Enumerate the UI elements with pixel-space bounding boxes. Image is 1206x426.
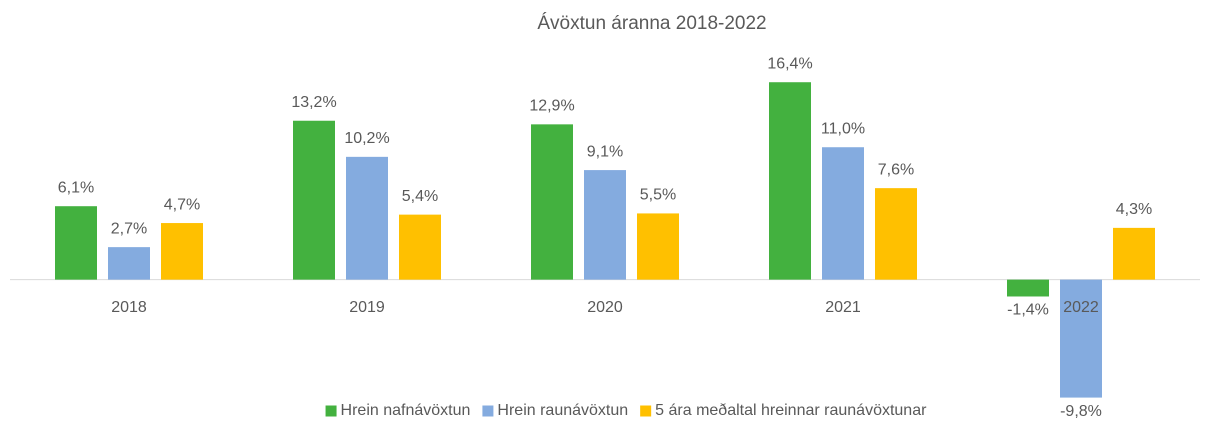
data-label: -1,4%: [1007, 302, 1049, 319]
data-label: 4,3%: [1116, 201, 1152, 218]
bar: [875, 188, 917, 280]
bar: [531, 124, 573, 280]
data-label: 13,2%: [291, 94, 336, 111]
data-label: 12,9%: [529, 98, 574, 115]
bar: [293, 120, 335, 280]
legend-swatch: [325, 405, 337, 417]
bar: [108, 247, 150, 280]
data-label: 7,6%: [878, 161, 914, 178]
legend-label: 5 ára meðaltal hreinnar raunávöxtunar: [655, 402, 927, 419]
bar: [584, 170, 626, 280]
data-label: 4,7%: [164, 196, 200, 213]
legend-label: Hrein nafnávöxtun: [341, 402, 471, 419]
bar: [637, 213, 679, 280]
x-tick-label: 2021: [825, 299, 861, 316]
bar: [346, 156, 388, 280]
bar: [769, 82, 811, 280]
legend-swatch: [482, 405, 494, 417]
data-label: 5,4%: [402, 188, 438, 205]
chart-title: Ávöxtun áranna 2018-2022: [537, 13, 766, 34]
data-label: 5,5%: [640, 187, 676, 204]
data-label: 6,1%: [58, 179, 94, 196]
legend-swatch: [640, 405, 652, 417]
bar: [1113, 227, 1155, 280]
data-label: 10,2%: [344, 130, 389, 147]
x-tick-label: 2022: [1063, 299, 1099, 316]
data-label: -9,8%: [1060, 403, 1102, 420]
bar: [822, 147, 864, 280]
data-label: 16,4%: [767, 55, 812, 72]
data-label: 9,1%: [587, 143, 623, 160]
bar: [55, 206, 97, 280]
legend-label: Hrein raunávöxtun: [497, 402, 628, 419]
bar: [161, 223, 203, 280]
x-tick-label: 2019: [349, 299, 385, 316]
bar: [1060, 279, 1102, 398]
data-label: 2,7%: [111, 220, 147, 237]
x-tick-label: 2020: [587, 299, 623, 316]
bar: [1007, 279, 1049, 297]
x-tick-label: 2018: [111, 299, 147, 316]
bar: [399, 214, 441, 280]
data-label: 11,0%: [821, 120, 865, 137]
